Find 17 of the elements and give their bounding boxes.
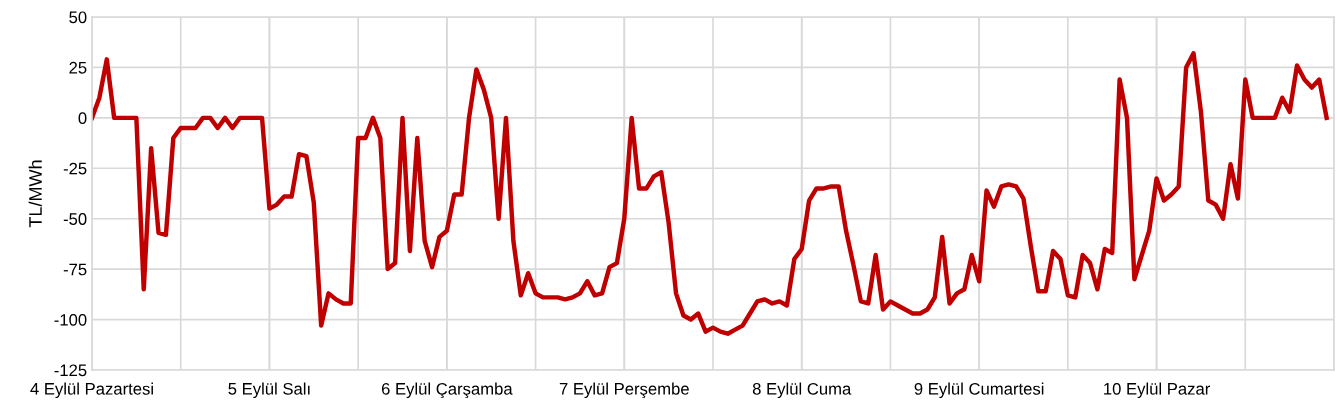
- x-tick-label: 7 Eylül Perşembe: [559, 382, 689, 399]
- y-tick-label: 25: [69, 61, 87, 74]
- y-tick-label: 0: [78, 112, 87, 125]
- y-tick-label: -100: [54, 313, 87, 326]
- y-tick-label: -75: [63, 263, 87, 276]
- x-tick-label: 8 Eylül Cuma: [752, 382, 852, 399]
- y-tick-label: -25: [63, 162, 87, 175]
- x-tick-label: 10 Eylül Pazar: [1104, 382, 1211, 399]
- y-axis-title: TL/MWh: [28, 160, 42, 228]
- y-tick-label: -125: [54, 364, 87, 377]
- x-tick-label: 5 Eylül Salı: [228, 382, 310, 399]
- line-series: [92, 51, 1329, 336]
- x-tick-label: 6 Eylül Çarşamba: [381, 382, 513, 399]
- y-tick-label: 50: [69, 11, 87, 24]
- x-tick-label: 4 Eylül Pazartesi: [30, 382, 153, 399]
- y-tick-label: -50: [63, 213, 87, 225]
- x-tick-label: 9 Eylül Cumartesi: [914, 382, 1044, 399]
